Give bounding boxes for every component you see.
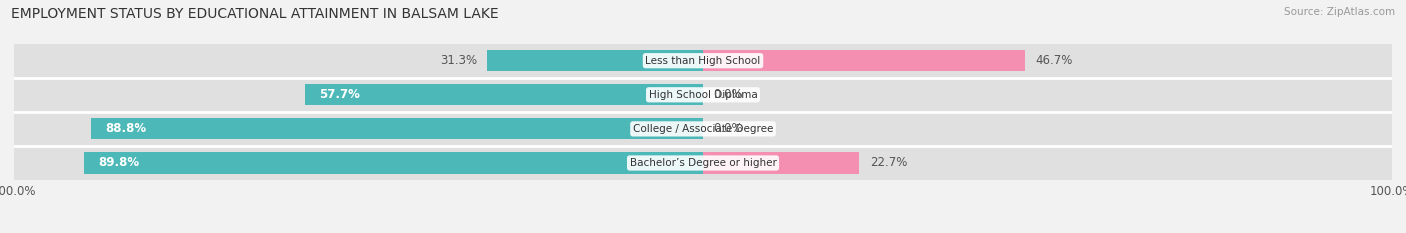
Bar: [703, 50, 1025, 71]
Bar: [305, 84, 703, 105]
Bar: [91, 118, 703, 140]
Text: College / Associate Degree: College / Associate Degree: [633, 124, 773, 134]
Legend: In Labor Force, Unemployed: In Labor Force, Unemployed: [589, 230, 817, 233]
Bar: [703, 112, 1392, 146]
Text: 46.7%: 46.7%: [1035, 54, 1073, 67]
Text: 31.3%: 31.3%: [440, 54, 477, 67]
Bar: [703, 146, 1392, 180]
Text: 88.8%: 88.8%: [105, 122, 146, 135]
Bar: [14, 112, 703, 146]
Bar: [84, 152, 703, 174]
Text: 89.8%: 89.8%: [98, 157, 139, 169]
Bar: [14, 146, 703, 180]
Bar: [14, 78, 703, 112]
Bar: [14, 44, 703, 78]
Bar: [488, 50, 703, 71]
Bar: [703, 78, 1392, 112]
Bar: [703, 44, 1392, 78]
Text: 0.0%: 0.0%: [713, 122, 742, 135]
Text: High School Diploma: High School Diploma: [648, 90, 758, 100]
Text: EMPLOYMENT STATUS BY EDUCATIONAL ATTAINMENT IN BALSAM LAKE: EMPLOYMENT STATUS BY EDUCATIONAL ATTAINM…: [11, 7, 499, 21]
Text: Less than High School: Less than High School: [645, 56, 761, 66]
Text: Bachelor’s Degree or higher: Bachelor’s Degree or higher: [630, 158, 776, 168]
Bar: [703, 152, 859, 174]
Text: 57.7%: 57.7%: [319, 88, 360, 101]
Text: 0.0%: 0.0%: [713, 88, 742, 101]
Text: 22.7%: 22.7%: [870, 157, 907, 169]
Text: Source: ZipAtlas.com: Source: ZipAtlas.com: [1284, 7, 1395, 17]
